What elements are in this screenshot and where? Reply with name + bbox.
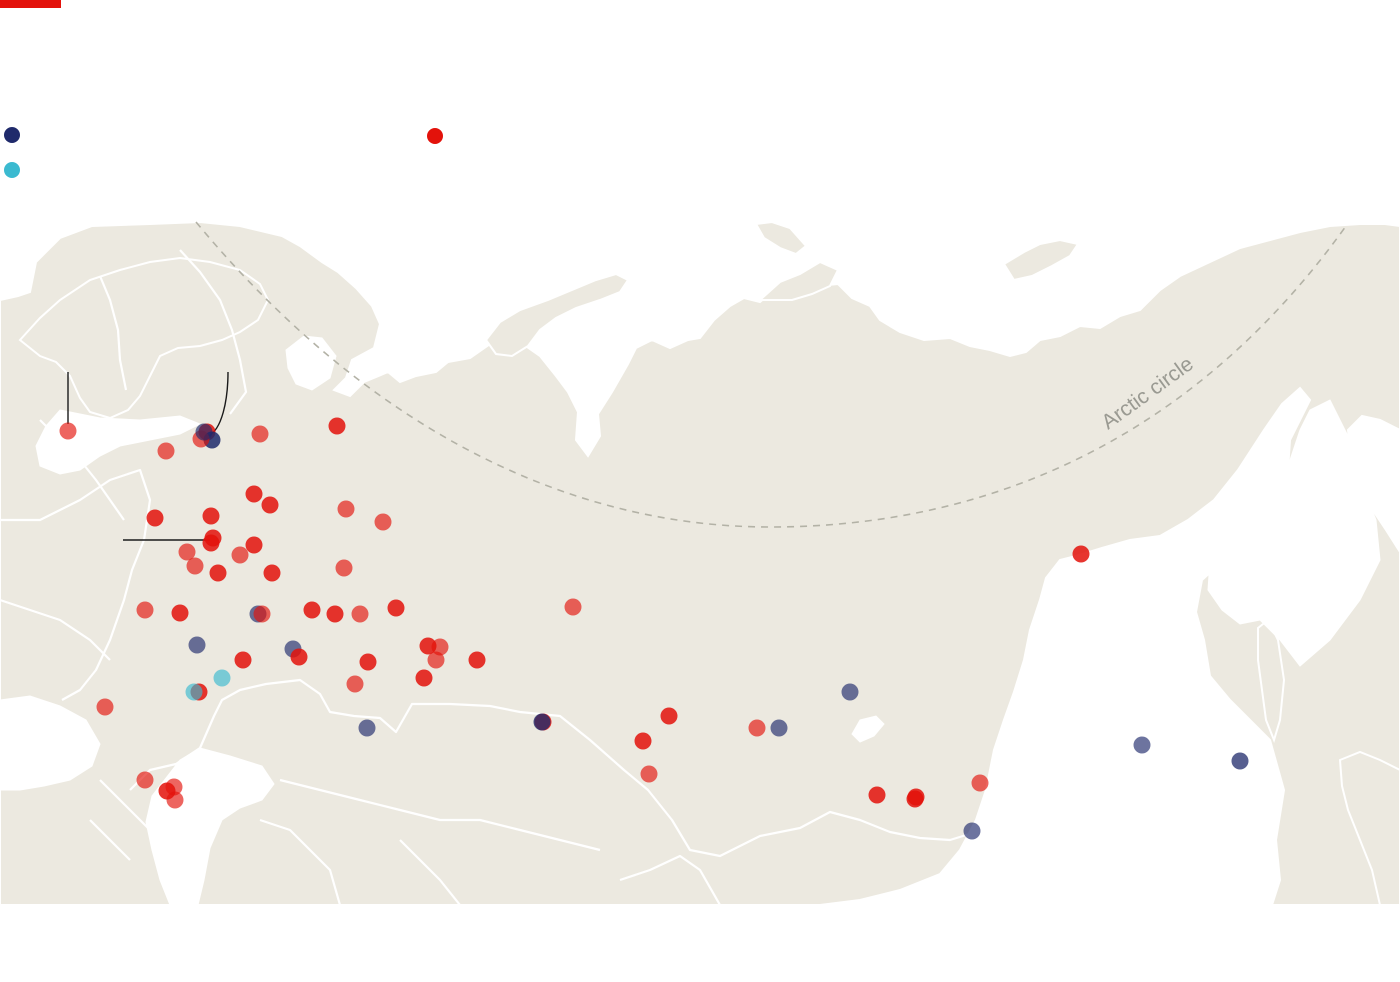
map-point-navy[interactable] [1231,752,1249,770]
map-point-red[interactable] [748,719,766,737]
map-point-red[interactable] [907,788,925,806]
border-korea [1235,797,1264,881]
map-point-red[interactable] [427,651,445,669]
water-white-sea [285,335,337,391]
map-point-red[interactable] [335,559,353,577]
map-point-red[interactable] [634,732,652,750]
map-point-red[interactable] [328,417,346,435]
map-point-red[interactable] [59,422,77,440]
map-point-red[interactable] [231,546,249,564]
map-point-red[interactable] [868,786,886,804]
legend-dot-cyan [4,162,20,178]
land-layer [0,220,1400,905]
map-point-red[interactable] [326,605,344,623]
brand-bar [0,0,61,8]
map-point-red[interactable] [419,637,437,655]
map-point-red[interactable] [1072,545,1090,563]
map-point-red[interactable] [971,774,989,792]
map-point-red[interactable] [146,509,164,527]
map-point-cyan[interactable] [213,669,231,687]
legend-item-cyan [4,162,30,178]
land-nsi [1002,238,1080,282]
land-franz-josef [754,220,808,256]
land-scandinavia [18,256,270,420]
land-japan [1338,750,1400,905]
map-point-red[interactable] [202,507,220,525]
map-point-red[interactable] [171,604,189,622]
map-point-red[interactable] [303,601,321,619]
map-point-red[interactable] [337,500,355,518]
land-taymyr [757,260,840,301]
map-point-red[interactable] [564,598,582,616]
map-point-red[interactable] [96,698,114,716]
map-point-red[interactable] [245,485,263,503]
map-point-red[interactable] [245,536,263,554]
map-point-red[interactable] [387,599,405,617]
border-central-asia-1 [279,778,601,852]
border-west-2 [0,598,111,661]
map-point-red[interactable] [186,557,204,575]
legend-item-red [427,128,453,144]
map-point-red[interactable] [359,653,377,671]
map-point-navy[interactable] [358,719,376,737]
border-central-asia-2 [259,818,342,905]
map-point-red[interactable] [157,442,175,460]
map-point-red[interactable] [351,605,369,623]
border-central-asia-4 [619,854,721,905]
legend-dot-red [427,128,443,144]
map-point-navy[interactable] [1133,736,1151,754]
water-okhotsk [1207,399,1381,667]
arctic-circle-line [195,221,1347,528]
map-point-red[interactable] [660,707,678,725]
map-point-red[interactable] [253,605,271,623]
water-black-sea [0,695,101,791]
borders-layer [0,249,1264,905]
map-point-red[interactable] [374,513,392,531]
border-caucasus [99,779,174,905]
map-point-navy[interactable] [195,423,213,441]
map-point-red[interactable] [468,651,486,669]
map-point-navy[interactable] [770,719,788,737]
map-point-red[interactable] [261,496,279,514]
border-caucasus-2 [89,819,131,861]
map-point-red[interactable] [202,534,220,552]
border-central-asia-3 [399,839,461,905]
map-point-navy[interactable] [533,713,551,731]
map-point-red[interactable] [136,601,154,619]
map-point-red[interactable] [209,564,227,582]
map-point-red[interactable] [178,543,196,561]
map-point-red[interactable] [136,771,154,789]
border-norway-sweden [98,275,128,391]
map-point-red[interactable] [166,791,184,809]
land-mainland [0,220,1400,905]
map-point-navy[interactable] [188,636,206,654]
border-west-3 [39,419,125,521]
land-novaya-zemlya [484,272,630,358]
map-point-red[interactable] [263,564,281,582]
map-point-red[interactable] [290,648,308,666]
border-mongolia [1039,849,1080,891]
map-point-navy[interactable] [963,822,981,840]
map-point-red[interactable] [640,765,658,783]
map-point-red[interactable] [346,675,364,693]
map-point-cyan[interactable] [185,683,203,701]
border-russia-south [129,678,1237,858]
map-point-navy[interactable] [841,683,859,701]
map-point-red[interactable] [251,425,269,443]
map: Arctic circle [0,220,1400,905]
water-baikal [851,715,885,743]
data-points [59,417,1249,840]
map-point-red[interactable] [234,651,252,669]
legend-dot-navy [4,127,20,143]
border-finland [179,249,248,415]
legend-item-navy [4,127,30,143]
map-point-red[interactable] [415,669,433,687]
